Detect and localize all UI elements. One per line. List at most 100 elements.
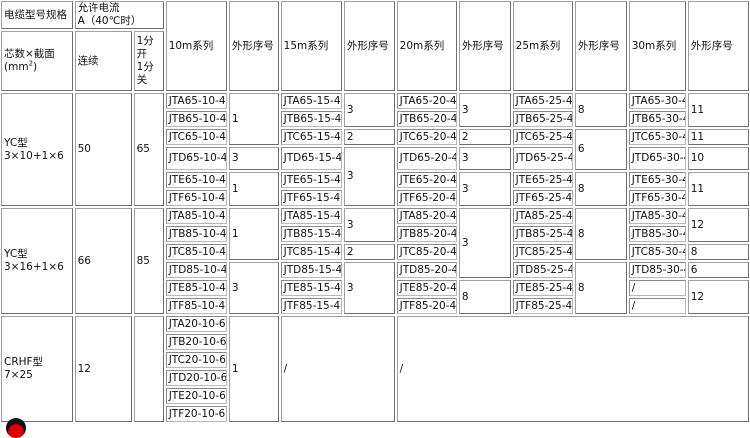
model-number: JTC85-20-4 (396, 244, 457, 260)
continuous-current: 50 (74, 93, 132, 206)
series-header-20m: 20m系列 (396, 1, 457, 91)
continuous-current: 66 (74, 208, 132, 314)
table-row: YC型 3×16+1×6 66 85 JTA85-10-4 1 JTA85-15-4 3 JTA… (1, 208, 749, 314)
shape-number: 2 (343, 129, 395, 145)
model-number: JTE65-10-4 (165, 172, 227, 188)
table-row: JTB85-10-4 JTB85-15-4 JTB85-20-4 JTB85-25-4… (1, 226, 749, 242)
table-row: JTD20-10-6 (1, 370, 749, 386)
shape-number: 8 (574, 262, 627, 314)
model-number: JTA65-20-4 (396, 93, 457, 109)
model-number: JTC65-30-4 (628, 129, 686, 145)
spec-line: CRHF型 (4, 356, 44, 368)
model-number: JTD85-30-4 (628, 262, 686, 278)
model-number: JTB85-15-4 (280, 226, 342, 242)
spec-line: 3×10+1×6 (4, 149, 64, 162)
model-number: JTB85-10-4 (165, 226, 227, 242)
intermittent-current: 65 (133, 93, 164, 206)
model-number: JTC85-15-4 (280, 244, 342, 260)
series-header-10m: 10m系列 (165, 1, 227, 91)
shape-number: 12 (687, 208, 749, 242)
shape-number: 1 (228, 172, 279, 206)
intermittent-header: 1分开 1分关 (133, 31, 164, 91)
shape-number: 10 (687, 147, 749, 170)
shape-number: 8 (574, 208, 627, 260)
model-number: JTF65-30-4 (628, 190, 686, 206)
shape-number: 3 (228, 262, 279, 314)
shape-number: 12 (687, 280, 749, 314)
shape-number: 3 (343, 262, 395, 314)
shape-number: 2 (458, 129, 511, 145)
model-number: JTA85-25-4 (512, 208, 573, 224)
shape-number: 8 (574, 172, 627, 206)
shape-number: 3 (343, 147, 395, 206)
model-number: JTB65-20-4 (396, 111, 457, 127)
shape-number: 3 (458, 208, 511, 278)
shape-number: 1 (228, 316, 279, 422)
shape-number: 3 (343, 93, 395, 127)
spec-line: 7×25 (4, 369, 33, 381)
header-row-1: 电缆型号规格 允许电流 A（40℃时） 10m系列 外形序号 15m系列 外形序号… (1, 1, 749, 91)
model-number: JTA85-10-4 (165, 208, 227, 224)
model-number: JTE65-20-4 (396, 172, 457, 188)
shape-number: 11 (687, 172, 749, 206)
table-row: JTF20-10-6 (1, 406, 749, 422)
model-number: JTF85-20-4 (396, 298, 457, 314)
shape-header: 外形序号 (458, 1, 511, 91)
model-number: JTD65-10-4 (165, 147, 227, 170)
model-number: JTD65-30-4 (628, 147, 686, 170)
model-number: JTA65-30-4 (628, 93, 686, 109)
shape-number: 3 (228, 147, 279, 170)
model-number: JTC65-25-4 (512, 129, 573, 145)
model-number: JTA65-10-4 (165, 93, 227, 109)
spec-line: YC型 (4, 248, 28, 260)
header-row-2: 芯数×截面 (mm2) 连续 1分开 1分关 (1, 31, 749, 91)
model-number: JTB65-25-4 (512, 111, 573, 127)
model-number: JTD85-25-4 (512, 262, 573, 278)
shape-header: 外形序号 (687, 1, 749, 91)
cable-spec: YC型 3×16+1×6 (1, 208, 73, 314)
model-number: JTB65-10-4 (165, 111, 227, 127)
not-available-cell: / (280, 316, 395, 422)
shape-number: 11 (687, 129, 749, 145)
model-number: JTF65-15-4 (280, 190, 342, 206)
current-header: 允许电流 A（40℃时） (74, 1, 164, 29)
model-number: JTD65-20-4 (396, 147, 457, 170)
model-number: JTD20-10-6 (165, 370, 227, 386)
red-object-icon (6, 418, 26, 438)
shape-number: 8 (458, 280, 511, 314)
model-number: JTC20-10-6 (165, 352, 227, 368)
model-number: JTE85-15-4 (280, 280, 342, 296)
not-available-cell: / (396, 316, 749, 422)
shape-number: 8 (574, 93, 627, 127)
shape-header: 外形序号 (574, 1, 627, 91)
model-number: JTC85-10-4 (165, 244, 227, 260)
model-number: JTA65-25-4 (512, 93, 573, 109)
model-number: JTF85-10-4 (165, 298, 227, 314)
table-row: JTC85-10-4 JTC85-15-4 2 JTC85-20-4 JTC85-25-… (1, 244, 749, 260)
model-number: JTA85-30-4 (628, 208, 686, 224)
model-number: JTD65-15-4 (280, 147, 342, 170)
shape-number: 6 (687, 262, 749, 278)
cable-spec: YC型 3×10+1×6 (1, 93, 73, 206)
model-number: JTB20-10-6 (165, 334, 227, 350)
model-number: JTA85-15-4 (280, 208, 342, 224)
spec-line: 3×16+1×6 (4, 261, 64, 273)
table-row: JTF85-10-4 JTF85-15-4 JTF85-20-4 JTF85-25-4… (1, 298, 749, 314)
model-number: JTC65-15-4 (280, 129, 342, 145)
table-row: JTB20-10-6 (1, 334, 749, 350)
model-number: JTE85-10-4 (165, 280, 227, 296)
table-row: JTD85-10-4 3 JTD85-15-4 3 JTD85-20-4 JTD85-25… (1, 262, 749, 314)
model-number: JTE20-10-6 (165, 388, 227, 404)
table-row: YC型 3×10+1×6 50 65 JTA65-10-4 1 JTA65-15-4 3 JTA… (1, 93, 749, 206)
model-number: JTC85-30-4 (628, 244, 686, 260)
model-number: / (628, 298, 686, 314)
model-number: JTD65-25-4 (512, 147, 573, 170)
shape-header: 外形序号 (228, 1, 279, 91)
spec-header: 电缆型号规格 (1, 1, 73, 29)
model-number: / (628, 280, 686, 296)
table-row: JTC20-10-6 (1, 352, 749, 368)
shape-number: 3 (343, 208, 395, 242)
table-row: JTB65-10-4 JTB65-15-4 JTB65-20-4 JTB65-25-4… (1, 111, 749, 127)
model-number: JTF65-10-4 (165, 190, 227, 206)
model-number: JTE85-25-4 (512, 280, 573, 296)
